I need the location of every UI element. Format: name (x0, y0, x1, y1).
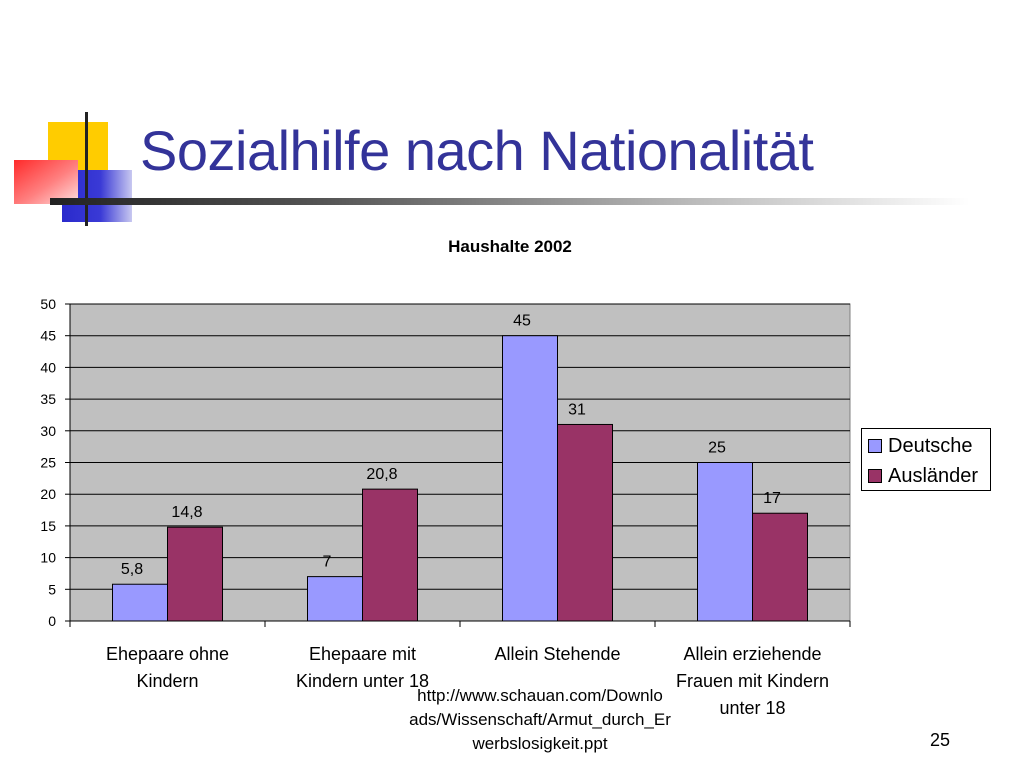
source-note-line: werbslosigkeit.ppt (472, 734, 608, 753)
legend-label-deutsche: Deutsche (888, 434, 973, 457)
x-tick-label: Kindern (136, 671, 198, 691)
bar (752, 512, 808, 622)
y-tick-label: 40 (40, 359, 56, 375)
source-note-line: ads/Wissenschaft/Armut_durch_Er (409, 710, 671, 729)
bar (112, 583, 168, 622)
bar (697, 462, 753, 622)
chart-title: Haushalte 2002 (448, 237, 572, 256)
title-rule (50, 198, 970, 205)
legend-item-auslaender: Ausländer (868, 462, 978, 490)
y-tick-label: 30 (40, 423, 56, 439)
x-tick-label: Frauen mit Kindern (676, 671, 829, 691)
data-label: 7 (323, 554, 332, 571)
y-tick-label: 20 (40, 486, 56, 502)
y-tick-label: 5 (48, 581, 56, 597)
data-label: 17 (763, 490, 781, 507)
slide-title: Sozialhilfe nach Nationalität (140, 119, 814, 182)
legend-label-auslaender: Ausländer (888, 464, 979, 487)
data-label: 20,8 (366, 466, 397, 483)
bar (502, 335, 558, 622)
y-tick-label: 25 (40, 455, 56, 471)
y-tick-label: 15 (40, 518, 56, 534)
x-tick-label: Allein erziehende (683, 644, 821, 664)
bar (307, 576, 363, 622)
data-label: 45 (513, 313, 531, 330)
y-tick-label: 10 (40, 550, 56, 566)
x-tick-label: Ehepaare mit (309, 644, 416, 664)
source-note-line: http://www.schauan.com/Downlo (417, 686, 663, 705)
x-tick-label: Ehepaare ohne (106, 644, 229, 664)
legend-item-deutsche: Deutsche (868, 432, 973, 460)
chart-legend: Deutsche Ausländer (861, 428, 991, 491)
y-tick-label: 50 (40, 296, 56, 312)
bar (557, 423, 613, 622)
y-tick-label: 45 (40, 328, 56, 344)
deco-red-square (14, 160, 78, 204)
legend-swatch-deutsche (868, 439, 882, 453)
page-number: 25 (930, 730, 951, 750)
data-label: 14,8 (171, 504, 202, 521)
data-label: 31 (568, 401, 586, 418)
x-tick-label: unter 18 (719, 698, 785, 718)
legend-swatch-auslaender (868, 469, 882, 483)
y-tick-label: 35 (40, 391, 56, 407)
source-note: http://www.schauan.com/Downlo ads/Wissen… (380, 684, 700, 756)
bar (362, 488, 418, 622)
x-tick-label: Allein Stehende (494, 644, 620, 664)
deco-vertical-line (85, 112, 88, 226)
data-label: 5,8 (121, 561, 143, 578)
data-label: 25 (708, 440, 726, 457)
y-tick-label: 0 (48, 613, 56, 629)
x-tick-label: Kindern unter 18 (296, 671, 429, 691)
bar (167, 526, 223, 622)
